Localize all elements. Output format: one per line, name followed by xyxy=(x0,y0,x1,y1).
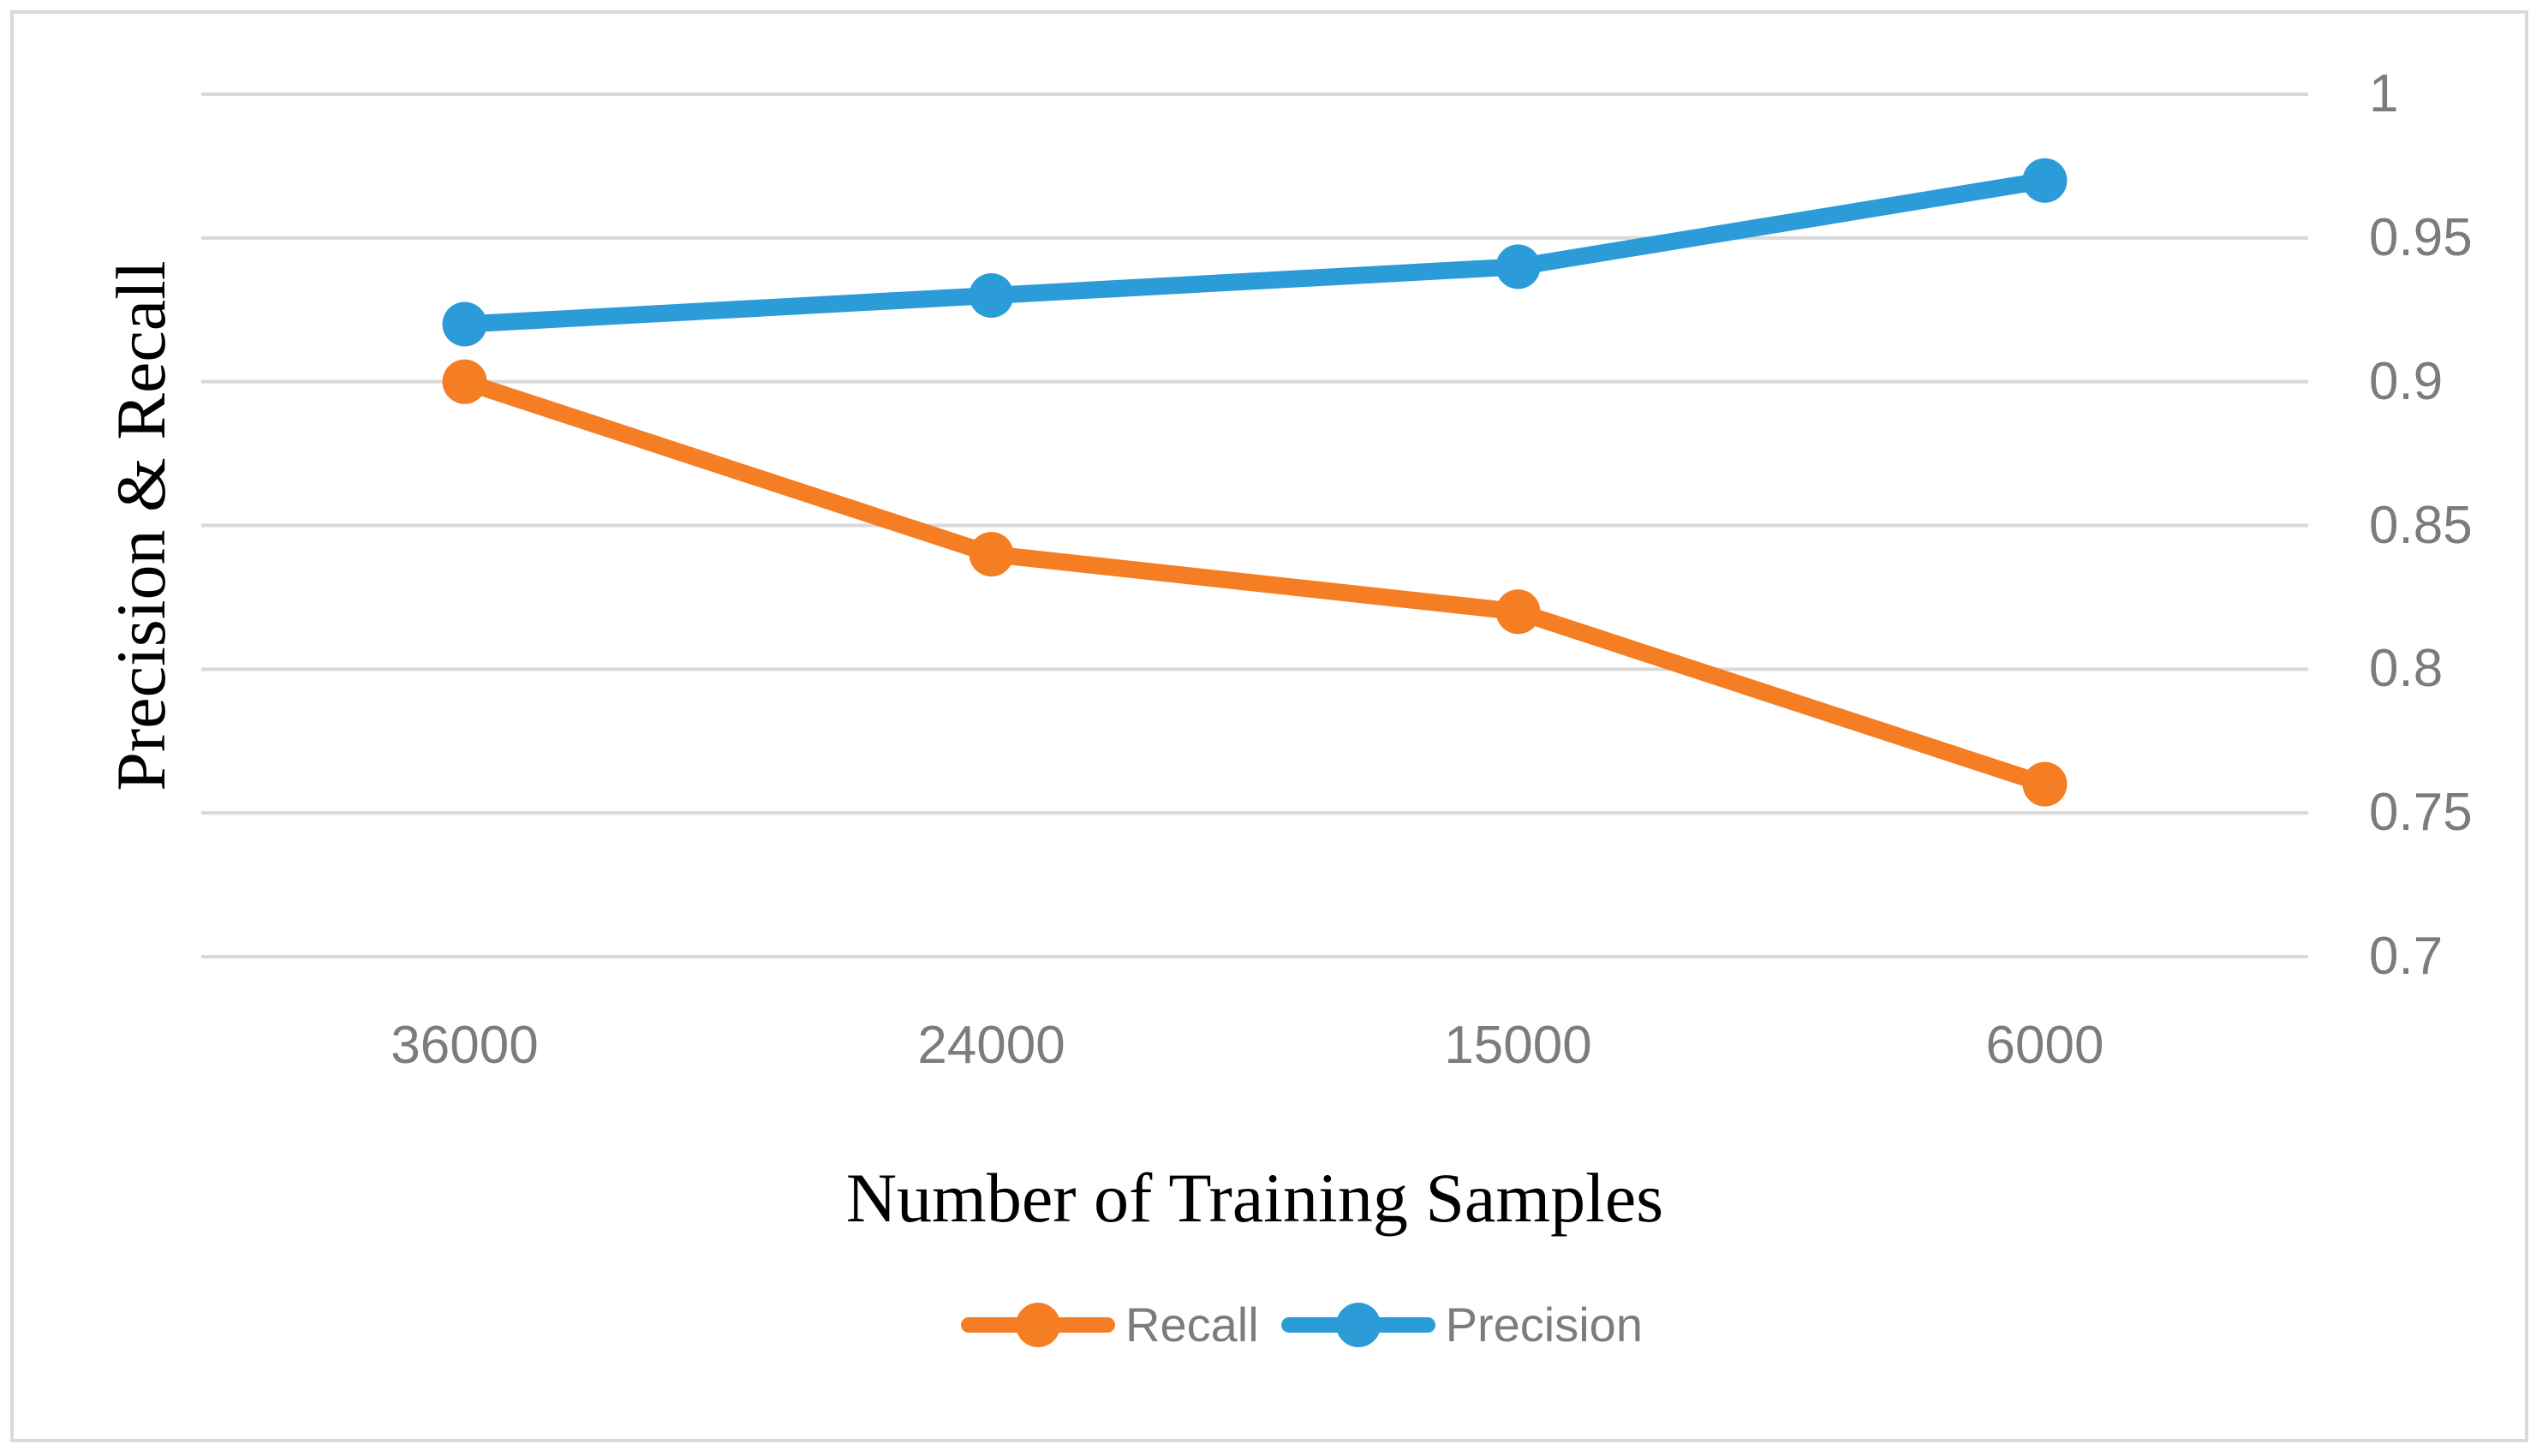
x-tick-label: 24000 xyxy=(917,1016,1065,1075)
precision-line xyxy=(456,171,2054,333)
y-tick-label: 1 xyxy=(2369,64,2399,123)
recall-data-point-marker xyxy=(2022,761,2068,807)
figure-border xyxy=(10,10,2528,1442)
y-tick-label: 0.95 xyxy=(2369,207,2473,267)
recall-data-point-marker xyxy=(1495,589,1541,635)
legend-dot-icon xyxy=(1016,1303,1061,1347)
legend-label: Precision xyxy=(1445,1298,1643,1352)
y-tick-label: 0.8 xyxy=(2369,639,2444,699)
recall-legend-marker-icon xyxy=(961,1303,1116,1347)
y-tick-label: 0.75 xyxy=(2369,783,2473,843)
legend-label: Recall xyxy=(1125,1298,1259,1352)
y-tick-label: 0.9 xyxy=(2369,351,2444,411)
legend: Recall Precision xyxy=(961,1295,1643,1355)
recall-line xyxy=(456,373,2054,793)
x-tick-label: 6000 xyxy=(1985,1016,2104,1075)
y-tick-label: 0.7 xyxy=(2369,927,2444,986)
x-tick-label: 15000 xyxy=(1444,1016,1592,1075)
precision-data-point-marker xyxy=(2022,158,2068,203)
precision-data-point-marker xyxy=(442,301,487,347)
y-tick-label: 0.85 xyxy=(2369,495,2473,555)
x-tick-label: 36000 xyxy=(391,1016,539,1075)
precision-data-point-marker xyxy=(1495,244,1541,289)
recall-data-point-marker xyxy=(969,532,1014,577)
recall-data-point-marker xyxy=(442,359,487,404)
precision-legend-marker-icon xyxy=(1280,1303,1435,1347)
legend-item-recall: Recall xyxy=(961,1295,1259,1355)
legend-dot-icon xyxy=(1335,1303,1381,1347)
x-axis-title: Number of Training Samples xyxy=(845,1159,1664,1237)
legend-item-precision: Precision xyxy=(1280,1295,1643,1355)
y-axis-title: Precision & Recall xyxy=(102,260,180,791)
precision-data-point-marker xyxy=(969,272,1014,318)
